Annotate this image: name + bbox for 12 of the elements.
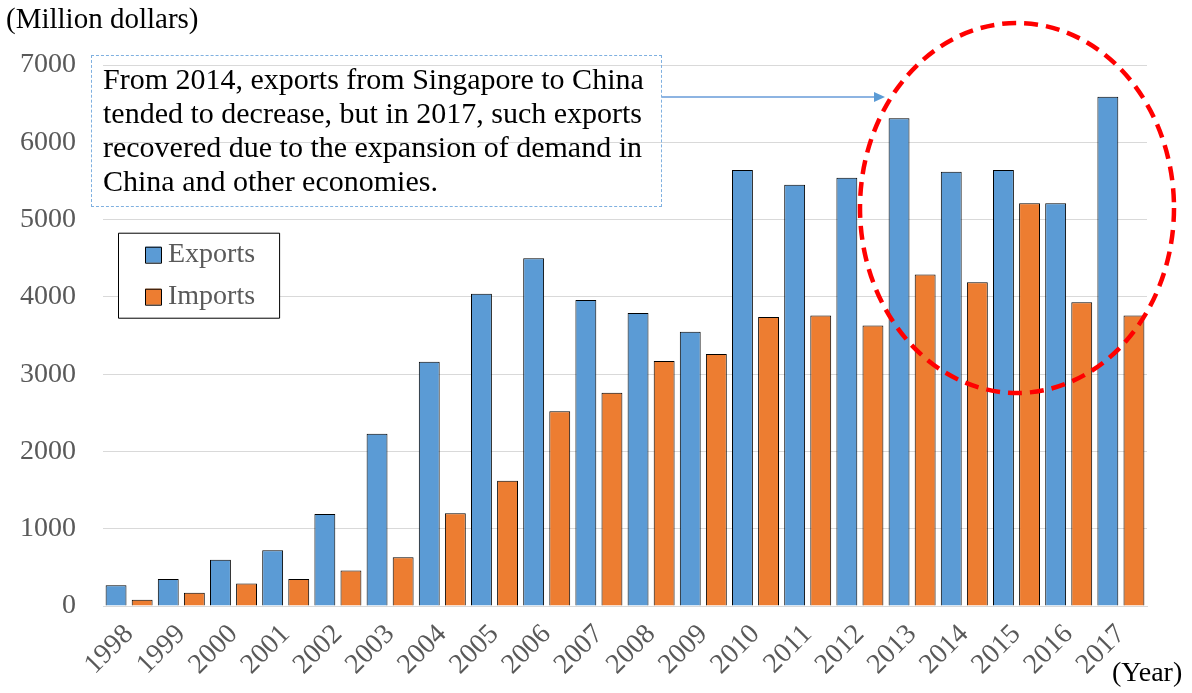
y-tick-label: 2000 bbox=[20, 433, 76, 465]
legend-label: Imports bbox=[168, 279, 256, 311]
y-tick-label: 5000 bbox=[20, 201, 76, 233]
y-tick-label: 7000 bbox=[20, 47, 76, 79]
y-tick-label: 4000 bbox=[20, 279, 76, 311]
annotation: From 2014, exports from Singapore to China tended to decrease, but in 2017, such exports recovered due to the expansion of demand in China and other economies. bbox=[103, 62, 645, 198]
y-tick-label: 3000 bbox=[20, 356, 76, 388]
y-tick-label: 1000 bbox=[20, 511, 76, 543]
y-tick-label: 6000 bbox=[20, 124, 76, 156]
legend-label: Exports bbox=[168, 237, 256, 269]
y-tick-label: 0 bbox=[62, 588, 76, 620]
y-axis-title: (Million dollars) bbox=[6, 2, 199, 35]
